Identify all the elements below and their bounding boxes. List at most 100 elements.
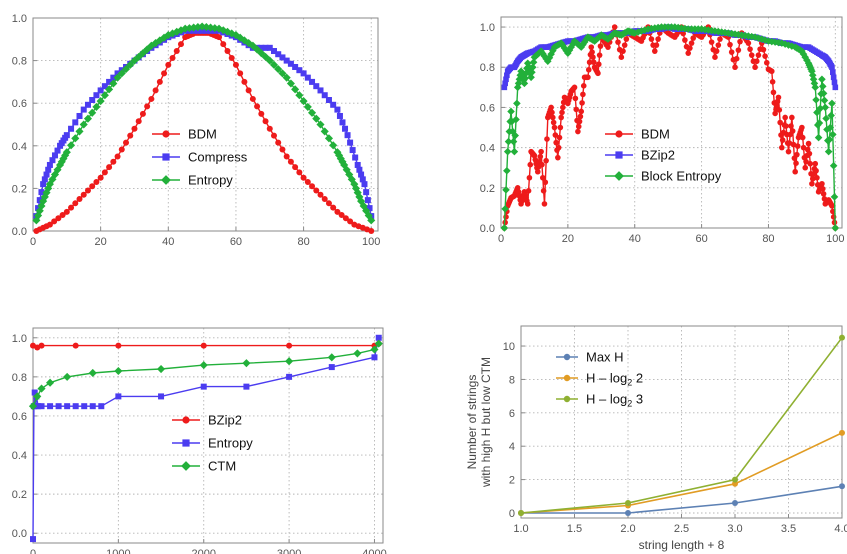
data-point [534, 168, 541, 175]
data-point [321, 196, 328, 203]
data-point [266, 125, 273, 132]
data-point [296, 67, 303, 74]
data-point [504, 72, 510, 79]
data-point [245, 87, 252, 94]
series-bzip2 [30, 340, 382, 351]
data-point [177, 41, 184, 48]
data-point [680, 30, 687, 37]
y-tick-label: 0.8 [480, 62, 495, 74]
data-point [254, 103, 261, 110]
data-point [623, 36, 630, 42]
data-point [527, 73, 535, 82]
data-point [806, 150, 813, 157]
data-point [794, 143, 801, 149]
data-point [590, 59, 597, 66]
data-point [727, 41, 733, 48]
data-point [809, 175, 816, 182]
data-point [100, 91, 109, 100]
data-point [325, 200, 332, 207]
data-point [572, 95, 579, 102]
legend: BZip2 Entropy CTM [172, 413, 253, 474]
data-point [526, 174, 533, 181]
data-point [556, 134, 563, 141]
data-point [309, 78, 316, 85]
data-point [802, 164, 809, 171]
data-point [287, 158, 294, 165]
data-point [161, 70, 168, 77]
data-point [283, 57, 290, 64]
data-point [634, 28, 642, 36]
y-tick-label: 1.0 [12, 13, 27, 25]
data-point [363, 189, 370, 196]
data-point [595, 61, 602, 68]
data-point [279, 54, 286, 61]
data-point [788, 123, 794, 129]
data-point [555, 154, 561, 161]
data-point [338, 212, 345, 219]
data-point [173, 48, 180, 55]
data-point [325, 97, 332, 104]
data-point [335, 151, 344, 160]
data-point [51, 218, 58, 225]
data-point [824, 147, 833, 156]
y-tick-label: 0.4 [12, 141, 27, 153]
data-point [114, 153, 121, 160]
data-point [317, 87, 324, 94]
data-point [185, 24, 194, 33]
data-point [89, 403, 96, 410]
data-point [512, 115, 520, 124]
data-point [653, 42, 660, 48]
data-point [809, 180, 815, 187]
data-point [130, 56, 139, 65]
data-point [114, 70, 121, 77]
data-point [202, 23, 211, 32]
data-point [753, 58, 760, 65]
data-point [798, 47, 806, 55]
x-tick-label: 3.5 [781, 523, 796, 535]
legend-marker [563, 374, 571, 382]
data-point [544, 136, 550, 142]
data-point [214, 24, 224, 33]
data-point [575, 123, 582, 130]
data-point [253, 45, 262, 54]
legend-label-subscript: 2 [627, 378, 632, 388]
data-point [165, 61, 172, 68]
data-point [40, 192, 49, 201]
data-point [537, 153, 544, 160]
data-point [549, 109, 555, 116]
data-point [732, 499, 738, 506]
data-point [687, 45, 693, 51]
data-point [275, 51, 282, 58]
data-point [342, 165, 351, 174]
data-point [734, 30, 743, 39]
data-point [287, 60, 294, 67]
y-tick-label: 0.6 [480, 102, 495, 114]
data-point [266, 44, 273, 51]
x-axis-title: string length + 8 [639, 538, 725, 552]
data-point [550, 114, 556, 121]
x-tick-label: 0 [498, 233, 504, 245]
y-tick-label: 4 [509, 441, 515, 453]
data-point [67, 141, 76, 150]
data-point [770, 89, 777, 96]
data-point [148, 95, 155, 102]
legend: Max HH – log2 2H – log2 3 [556, 350, 643, 409]
data-point [504, 137, 513, 146]
data-point [752, 64, 758, 71]
data-point [525, 188, 532, 194]
data-point [762, 53, 768, 59]
legend-marker [615, 130, 623, 138]
y-tick-label: 0.2 [12, 489, 27, 501]
data-point [529, 58, 538, 66]
data-point [789, 128, 796, 134]
data-point [830, 69, 836, 76]
x-tick-label: 1000 [106, 548, 130, 554]
data-point [779, 144, 785, 151]
data-point [655, 36, 661, 42]
data-point [274, 65, 283, 74]
data-point [88, 368, 97, 378]
data-point [304, 179, 311, 186]
data-point [768, 68, 775, 75]
y-tick-label: 0.0 [12, 528, 27, 540]
data-point [295, 91, 304, 100]
